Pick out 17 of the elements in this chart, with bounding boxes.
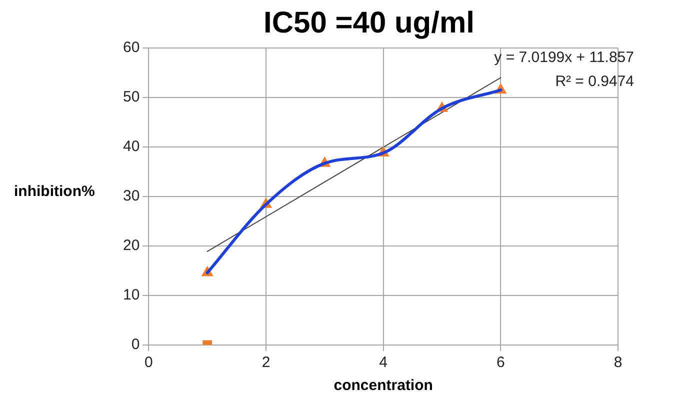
y-tick-label: 0	[131, 336, 140, 354]
y-tick-label: 40	[122, 138, 140, 156]
x-tick-label: 6	[496, 354, 505, 372]
chart-title: IC50 =40 ug/ml	[264, 6, 474, 40]
y-tick-label: 10	[122, 286, 140, 304]
y-axis-title: inhibition%	[14, 183, 95, 200]
y-tick-label: 20	[122, 237, 140, 254]
x-tick-label: 8	[614, 354, 622, 372]
x-axis-title: concentration	[334, 377, 433, 394]
y-tick-label: 60	[122, 39, 140, 56]
x-tick-label: 2	[262, 354, 270, 372]
x-tick-label: 0	[144, 354, 153, 372]
x-tick-label: 4	[379, 354, 388, 372]
annotation: R² = 0.9474	[555, 73, 634, 90]
annotation: y = 7.0199x + 11.857	[494, 49, 634, 66]
y-tick-label: 50	[122, 88, 140, 106]
y-tick-label: 30	[122, 188, 140, 205]
